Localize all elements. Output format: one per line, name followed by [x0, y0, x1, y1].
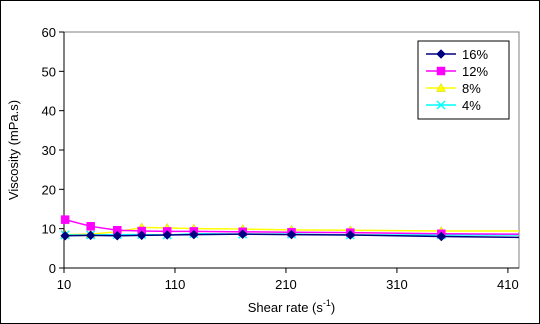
- legend-item: 8%: [426, 81, 481, 96]
- y-tick-label: 40: [42, 104, 56, 119]
- data-point: [286, 229, 297, 240]
- legend-marker: [436, 100, 446, 110]
- data-point: [60, 230, 70, 241]
- legend-label: 12%: [462, 64, 488, 79]
- x-axis-title-superscript: -1: [323, 298, 331, 308]
- data-point: [86, 222, 95, 231]
- data-point: [112, 230, 123, 241]
- data-point: [188, 229, 199, 240]
- y-tick-label: 60: [42, 25, 56, 40]
- data-point: [136, 230, 147, 241]
- x-tick-label: 410: [497, 277, 519, 292]
- y-tick-label: 30: [42, 143, 56, 158]
- data-point: [162, 230, 173, 240]
- x-tick-label: 110: [165, 277, 186, 292]
- x-axis-title-main: Shear rate (s: [248, 300, 324, 315]
- legend-marker: [436, 82, 446, 92]
- x-tick-label: 10: [57, 277, 71, 292]
- data-point: [85, 230, 96, 241]
- data-point: [237, 229, 248, 240]
- y-tick-label: 20: [42, 182, 56, 197]
- y-tick-label: 50: [42, 64, 56, 79]
- legend-label: 16%: [462, 47, 488, 62]
- legend-label: 8%: [462, 81, 481, 96]
- x-tick-label: 310: [386, 277, 408, 292]
- data-point: [436, 231, 447, 242]
- y-tick-label: 10: [42, 222, 56, 237]
- x-axis-title-tail: ): [331, 300, 335, 315]
- x-axis-title: Shear rate (s-1): [248, 298, 336, 315]
- data-point: [60, 215, 70, 224]
- legend-label: 4%: [462, 98, 481, 113]
- y-tick-label: 0: [49, 261, 56, 276]
- legend-marker: [436, 49, 446, 59]
- legend: 16% 12% 8% 4%: [417, 40, 510, 120]
- data-point: [345, 230, 356, 240]
- x-tick-label: 210: [275, 277, 297, 292]
- series-layer: [60, 215, 520, 242]
- legend-item: 12%: [426, 64, 488, 79]
- legend-item: 16%: [426, 47, 488, 62]
- legend-marker: [436, 66, 446, 76]
- y-axis-title: Viscosity (mPa.s): [6, 100, 21, 200]
- series-diamond: [60, 229, 520, 242]
- legend-item: 4%: [426, 98, 481, 113]
- x-marker-stroke: [436, 100, 446, 110]
